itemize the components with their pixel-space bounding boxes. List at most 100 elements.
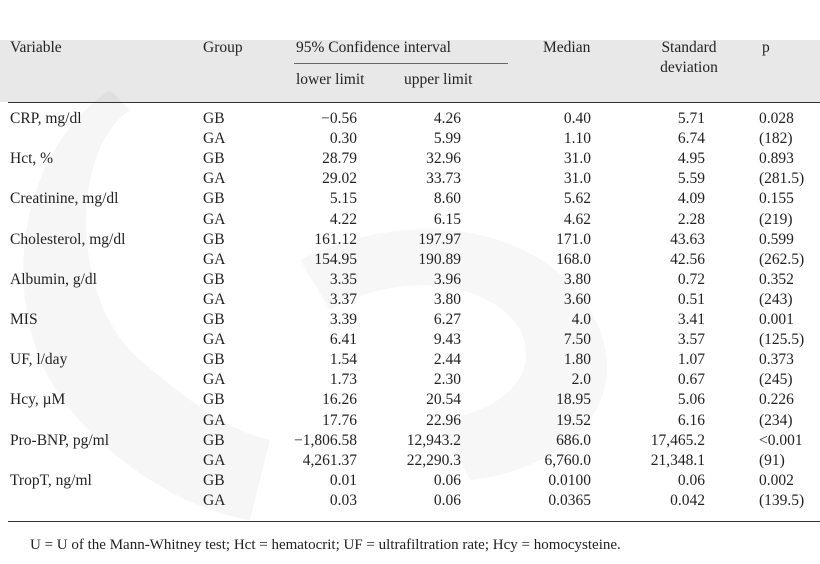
sd-cell: 6.74 [677, 130, 705, 148]
sd-cell: 42.56 [670, 250, 705, 268]
lower-cell: 3.35 [329, 270, 357, 288]
upper-cell: 22,290.3 [406, 451, 461, 469]
group-cell: GB [203, 190, 225, 208]
group-cell: GA [203, 451, 226, 469]
lower-cell: 0.30 [329, 130, 357, 148]
upper-cell: 6.27 [433, 311, 461, 328]
p-value-cell: 0.352 [759, 270, 794, 288]
median-cell: 2.0 [571, 371, 591, 389]
group-cell: GA [203, 290, 226, 308]
group-cell: GB [203, 270, 225, 288]
p-value-cell: <0.001 [759, 431, 803, 449]
variable-cell: UF, l/day [10, 351, 68, 369]
group-cell: GB [203, 391, 225, 409]
sd-cell: 43.63 [670, 230, 705, 248]
u-value-cell: (234) [759, 411, 793, 429]
upper-cell: 197.97 [418, 230, 461, 248]
u-value-cell: (182) [759, 130, 793, 148]
sd-cell: 4.95 [677, 150, 705, 168]
median-cell: 0.0365 [548, 491, 591, 509]
median-cell: 18.95 [556, 391, 591, 409]
u-value-cell: (262.5) [759, 250, 805, 268]
variable-cell: Albumin, g/dl [10, 270, 97, 288]
median-cell: 171.0 [556, 230, 591, 248]
group-cell: GA [203, 130, 226, 148]
group-cell: GA [203, 371, 226, 389]
header-sd-line2: deviation [660, 59, 718, 76]
median-cell: 0.40 [563, 110, 591, 127]
lower-cell: 4.22 [329, 210, 357, 228]
p-value-cell: 0.028 [759, 110, 794, 127]
lower-cell: 154.95 [314, 250, 357, 268]
sd-cell: 0.51 [677, 290, 705, 308]
p-value-cell: 0.599 [759, 230, 794, 248]
group-cell: GB [203, 230, 225, 248]
u-value-cell: (125.5) [759, 331, 805, 349]
median-cell: 31.0 [563, 170, 591, 188]
p-value-cell: 0.893 [759, 150, 794, 168]
variable-cell: Hct, % [10, 150, 54, 168]
p-value-cell: 0.373 [759, 351, 794, 369]
median-cell: 6,760.0 [544, 451, 592, 469]
sd-cell: 2.28 [677, 210, 705, 228]
sd-cell: 0.67 [677, 371, 705, 389]
u-value-cell: (219) [759, 210, 793, 228]
variable-cell: TropT, ng/ml [10, 471, 92, 489]
lower-cell: −1,806.58 [294, 431, 357, 449]
median-cell: 3.80 [563, 270, 591, 288]
median-cell: 1.10 [563, 130, 591, 148]
variable-cell: Hcy, µM [10, 391, 66, 409]
lower-cell: 17.76 [322, 411, 357, 429]
lower-cell: 6.41 [329, 331, 357, 349]
upper-cell: 0.06 [433, 471, 461, 489]
u-value-cell: (281.5) [759, 170, 805, 188]
u-value-cell: (243) [759, 290, 793, 308]
lower-cell: 1.73 [329, 371, 357, 389]
table-footnote: U = U of the Mann-Whitney test; Hct = he… [30, 537, 621, 553]
group-cell: GA [203, 170, 226, 188]
top-margin [0, 0, 820, 40]
group-cell: GA [203, 331, 226, 349]
median-cell: 4.62 [563, 210, 591, 228]
u-value-cell: (139.5) [759, 491, 805, 509]
group-cell: GB [203, 110, 225, 127]
upper-cell: 12,943.2 [406, 431, 461, 449]
lower-cell: 1.54 [329, 351, 357, 369]
median-cell: 1.80 [563, 351, 591, 369]
header-group: Group [203, 39, 243, 56]
sd-cell: 5.59 [677, 170, 705, 188]
u-value-cell: (245) [759, 371, 793, 389]
u-value-cell: (91) [759, 451, 785, 469]
lower-cell: 161.12 [314, 230, 357, 248]
median-cell: 5.62 [563, 190, 591, 208]
variable-cell: Cholesterol, mg/dl [10, 230, 126, 248]
upper-cell: 2.44 [433, 351, 461, 369]
upper-cell: 2.30 [433, 371, 461, 389]
lower-cell: 4,261.37 [302, 451, 357, 469]
header-bottom-rule [8, 102, 820, 103]
header-upper-limit: upper limit [404, 71, 473, 88]
variable-cell: Pro-BNP, pg/ml [10, 431, 110, 449]
lower-cell: 0.03 [329, 491, 357, 509]
upper-cell: 20.54 [426, 391, 461, 409]
group-cell: GB [203, 471, 225, 489]
sd-cell: 5.71 [677, 110, 705, 127]
header-p: p [762, 39, 770, 56]
p-value-cell: 0.002 [759, 471, 794, 489]
upper-cell: 8.60 [433, 190, 461, 208]
group-cell: GA [203, 411, 226, 429]
upper-cell: 190.89 [418, 250, 461, 268]
table-header-band [0, 40, 820, 102]
header-sd-line1: Standard [661, 39, 717, 56]
lower-cell: 3.37 [329, 290, 357, 308]
header-median: Median [543, 39, 591, 56]
upper-cell: 9.43 [433, 331, 461, 349]
median-cell: 19.52 [556, 411, 591, 429]
sd-cell: 1.07 [677, 351, 705, 369]
lower-cell: 29.02 [322, 170, 357, 188]
p-value-cell: 0.155 [759, 190, 794, 208]
group-cell: GB [203, 311, 225, 328]
sd-cell: 4.09 [677, 190, 705, 208]
median-cell: 4.0 [571, 311, 591, 328]
lower-cell: 16.26 [322, 391, 357, 409]
